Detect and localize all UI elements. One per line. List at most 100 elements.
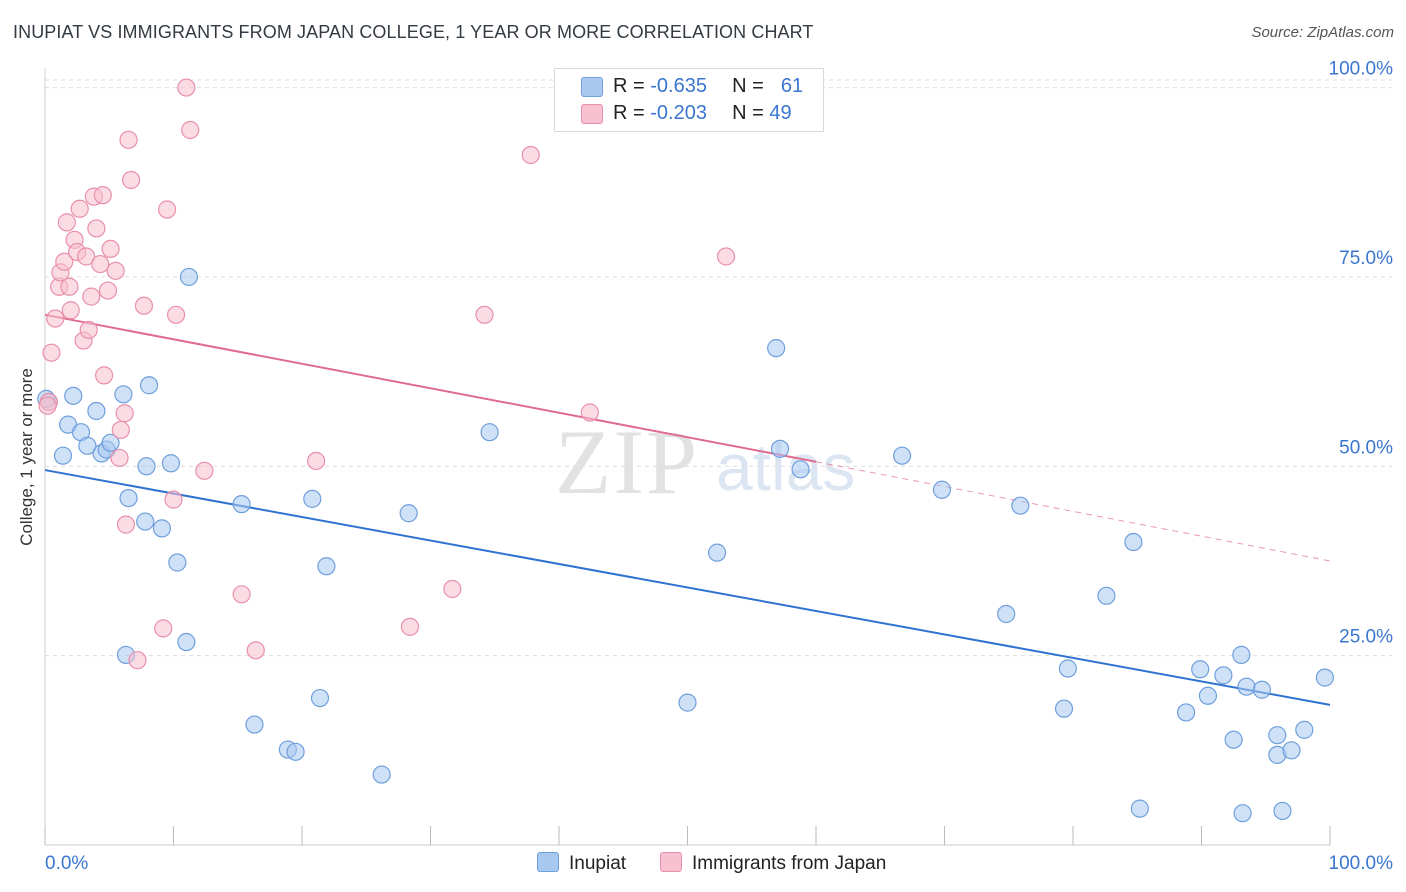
point-japan: [93, 186, 112, 205]
legend-swatch-japan: [581, 104, 603, 124]
point-inupiat: [119, 488, 138, 508]
point-inupiat: [707, 543, 727, 562]
point-japan: [475, 305, 494, 324]
axes: [44, 68, 1331, 846]
point-inupiat: [310, 688, 330, 708]
point-japan: [134, 296, 154, 315]
point-japan: [157, 200, 177, 219]
point-inupiat: [372, 765, 391, 784]
point-inupiat: [101, 433, 120, 452]
point-japan: [106, 261, 125, 280]
point-japan: [164, 490, 183, 509]
trend-lines: [44, 313, 1331, 706]
point-japan: [57, 213, 76, 232]
watermark-atlas: atlas: [716, 430, 855, 504]
point-japan: [580, 403, 599, 422]
point-inupiat: [136, 512, 155, 531]
y-tick-label: 100.0%: [1329, 59, 1394, 80]
point-inupiat: [168, 553, 187, 572]
data-points: [37, 78, 1334, 823]
point-inupiat: [78, 436, 97, 455]
point-japan: [101, 239, 120, 259]
point-inupiat: [87, 401, 106, 421]
legend-n-value-japan: 49: [769, 102, 792, 124]
point-inupiat: [286, 742, 305, 761]
correlation-legend: R = -0.635 N = 61 R = -0.203 N = 49: [554, 68, 824, 132]
point-japan: [116, 515, 136, 534]
bottom-legend-label-inupiat: Inupiat: [569, 853, 627, 874]
point-inupiat: [892, 446, 912, 465]
point-inupiat: [1232, 645, 1251, 664]
point-japan: [42, 343, 61, 362]
point-inupiat: [1124, 532, 1143, 552]
bottom-legend-label-japan: Immigrants from Japan: [692, 853, 887, 874]
chart-title: INUPIAT VS IMMIGRANTS FROM JAPAN COLLEGE…: [13, 22, 814, 42]
watermark-zip: ZIP: [555, 411, 699, 513]
point-japan: [55, 252, 74, 271]
y-axis-label: College, 1 year or more: [17, 368, 36, 546]
watermark: ZIP atlas: [555, 411, 855, 513]
point-inupiat: [767, 339, 786, 358]
tick-labels: 25.0% 50.0% 75.0% 100.0% 0.0% 100.0%: [45, 59, 1393, 874]
point-inupiat: [1295, 720, 1314, 739]
point-inupiat: [1191, 660, 1210, 679]
point-japan: [307, 451, 326, 471]
point-inupiat: [1176, 703, 1196, 722]
bottom-legend-swatch-japan: [660, 852, 682, 872]
y-tick-label: 50.0%: [1339, 437, 1393, 458]
y-tick-label: 25.0%: [1339, 627, 1393, 648]
y-tick-label: 75.0%: [1339, 248, 1393, 269]
point-japan: [61, 301, 80, 320]
point-japan: [115, 404, 134, 423]
point-japan: [111, 420, 130, 440]
point-inupiat: [1058, 659, 1077, 678]
bottom-legend-swatch-inupiat: [537, 852, 559, 872]
point-japan: [70, 199, 89, 218]
point-inupiat: [1268, 726, 1287, 745]
point-japan: [232, 585, 251, 604]
point-japan: [91, 254, 110, 274]
point-inupiat: [1054, 699, 1074, 718]
point-inupiat: [317, 557, 336, 576]
point-inupiat: [179, 267, 199, 287]
x-tick-label-max: 100.0%: [1329, 853, 1394, 874]
point-inupiat: [232, 495, 251, 514]
point-inupiat: [1097, 586, 1116, 605]
point-japan: [38, 396, 57, 415]
point-inupiat: [114, 385, 133, 404]
point-inupiat: [791, 460, 810, 479]
legend-n-label: N =: [732, 102, 764, 124]
point-japan: [195, 461, 214, 480]
point-japan: [98, 281, 118, 300]
point-japan: [119, 130, 138, 149]
point-japan: [166, 305, 186, 324]
point-inupiat: [137, 457, 156, 476]
point-inupiat: [1214, 666, 1233, 685]
point-japan: [77, 247, 96, 266]
point-inupiat: [997, 604, 1016, 624]
gridlines: [45, 79, 1392, 657]
point-japan: [79, 320, 98, 340]
legend-r-value-japan: -0.203: [650, 102, 707, 124]
bottom-legend-japan: Immigrants from Japan: [660, 852, 886, 875]
point-japan: [716, 247, 736, 266]
point-japan: [400, 617, 420, 636]
point-inupiat: [678, 693, 697, 712]
legend-n-label: N =: [732, 75, 764, 97]
point-japan: [110, 448, 129, 468]
point-inupiat: [177, 632, 196, 652]
point-inupiat: [152, 519, 172, 538]
point-inupiat: [53, 446, 73, 465]
point-inupiat: [1273, 801, 1292, 821]
point-inupiat: [770, 439, 790, 458]
point-japan: [154, 619, 173, 638]
point-inupiat: [64, 386, 83, 405]
point-inupiat: [1198, 686, 1218, 705]
point-japan: [95, 366, 114, 385]
bottom-legend-inupiat: Inupiat: [537, 852, 626, 875]
point-japan: [121, 170, 141, 190]
point-inupiat: [303, 489, 322, 508]
legend-r-label: R =: [613, 102, 645, 124]
point-japan: [46, 309, 65, 328]
